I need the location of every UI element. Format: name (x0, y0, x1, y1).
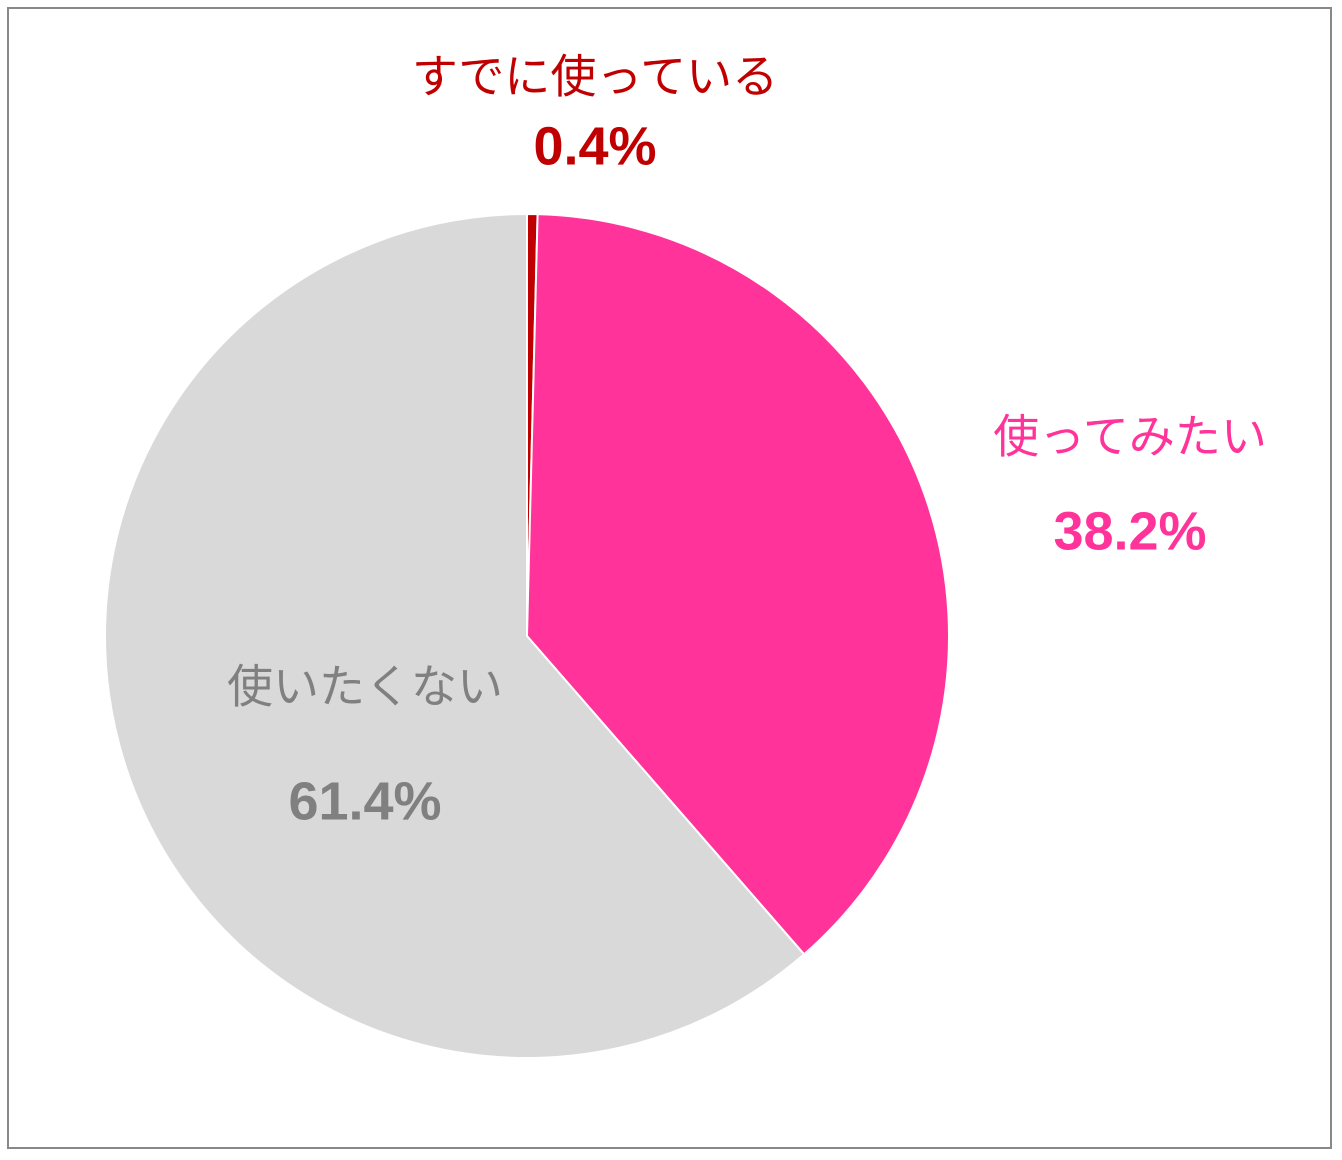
category-label: 使ってみたい (993, 410, 1267, 464)
value-label: 0.4% (533, 116, 656, 176)
pie-slice (104, 212, 806, 1059)
category-label: 使いたくない (227, 660, 503, 714)
category-label: すでに使っている (412, 50, 778, 104)
value-label: 38.2% (1053, 501, 1206, 561)
pie-slice (525, 213, 950, 956)
value-label: 61.4% (288, 771, 441, 831)
